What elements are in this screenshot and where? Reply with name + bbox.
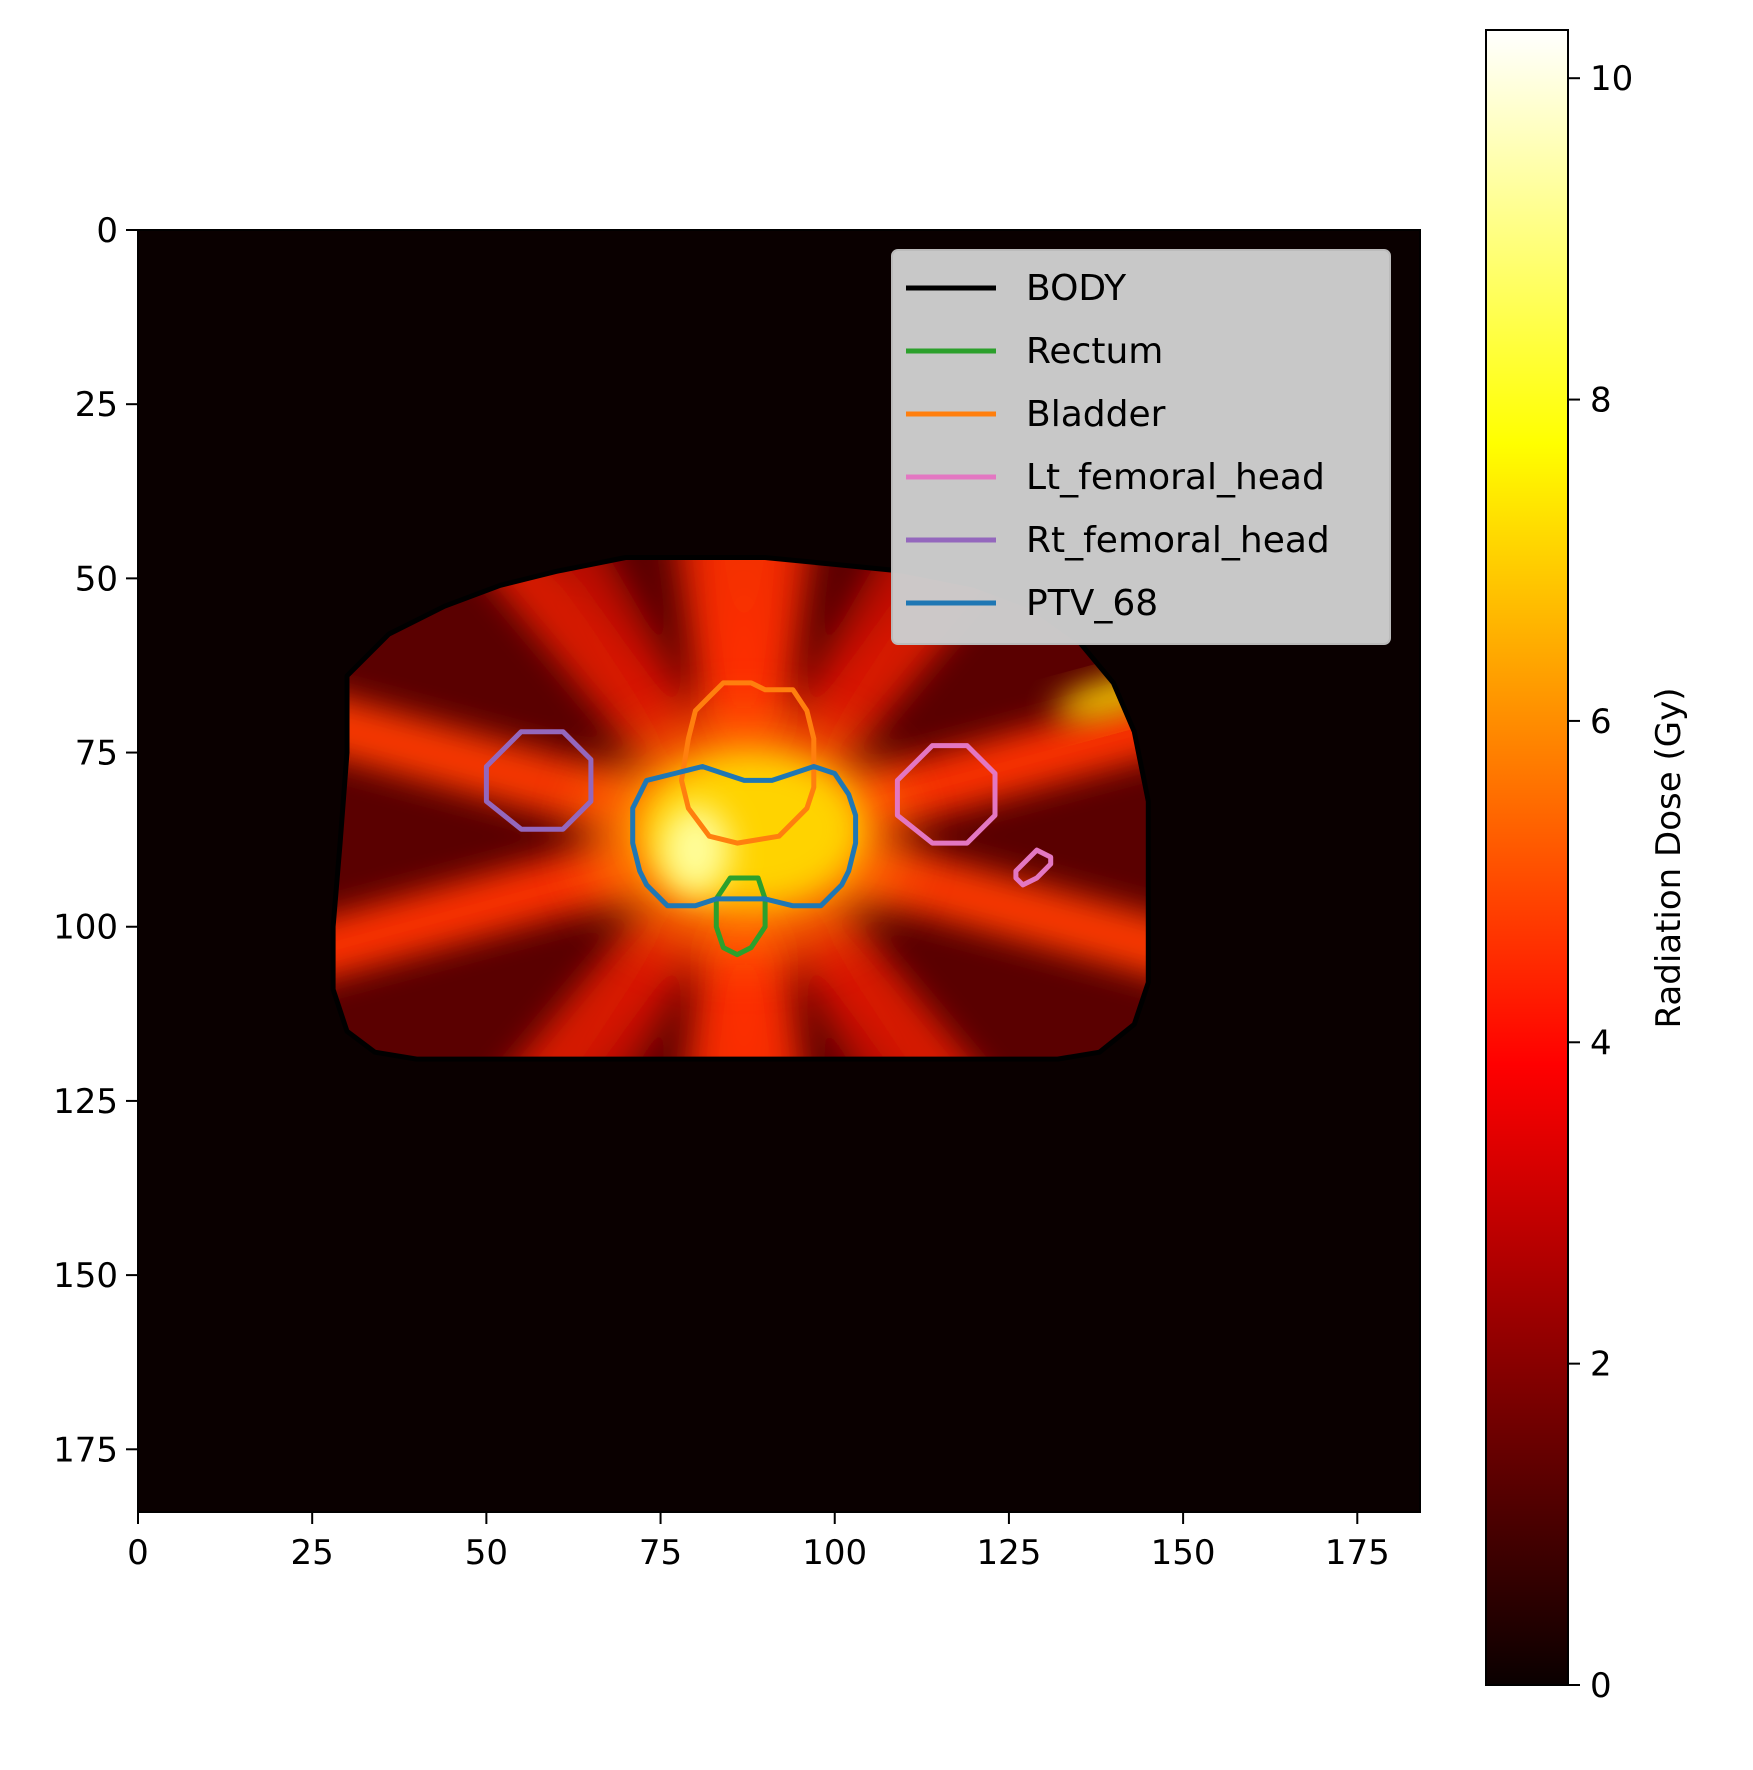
y-axis: 0 25 50 75 100 125 150 175 [53, 211, 138, 1470]
legend-entry-label: Rt_femoral_head [1026, 520, 1330, 561]
colorbar-gradient [1485, 29, 1569, 1686]
contour-body [330, 555, 1151, 1062]
y-tick-label: 50 [75, 559, 118, 599]
contour-lt-femoral-head [1013, 847, 1054, 888]
x-tick-label: 50 [465, 1533, 508, 1573]
colorbar-tick-label: 0 [1590, 1666, 1612, 1706]
colorbar-tick-label: 8 [1590, 381, 1612, 421]
contour-rt-femoral-head [483, 729, 594, 832]
y-tick-label: 125 [53, 1082, 118, 1122]
colorbar: 0 2 4 6 8 10 Radiation Dose (Gy) [1485, 29, 1689, 1706]
y-tick-label: 0 [96, 211, 118, 251]
legend-box [891, 249, 1391, 645]
x-tick-label: 150 [1151, 1533, 1216, 1573]
y-tick-label: 75 [75, 734, 118, 774]
y-tick-label: 150 [53, 1256, 118, 1296]
colorbar-ticks: 0 2 4 6 8 10 [1568, 59, 1633, 1706]
contour-lt-femoral-head [894, 743, 998, 846]
colorbar-tick-label: 2 [1590, 1345, 1612, 1385]
colorbar-label: Radiation Dose (Gy) [1649, 688, 1689, 1029]
x-tick-label: 175 [1325, 1533, 1390, 1573]
x-tick-label: 25 [291, 1533, 334, 1573]
y-tick-label: 175 [53, 1430, 118, 1470]
structure-contours [330, 555, 1151, 1062]
contour-rectum [713, 875, 768, 958]
x-axis: 0 25 50 75 100 125 150 175 [127, 1512, 1390, 1573]
legend-entry-label: Lt_femoral_head [1026, 457, 1325, 498]
legend: BODY Rectum Bladder Lt_femoral_head Rt_femor… [891, 249, 1391, 645]
x-tick-label: 75 [639, 1533, 682, 1573]
y-tick-label: 25 [75, 385, 118, 425]
dose-distribution [333, 557, 1149, 1060]
colorbar-tick-label: 4 [1590, 1023, 1612, 1063]
contour-bladder [679, 680, 817, 846]
x-tick-label: 125 [976, 1533, 1041, 1573]
legend-entry-label: Rectum [1026, 331, 1163, 372]
y-tick-label: 100 [53, 908, 118, 948]
colorbar-tick-label: 6 [1590, 702, 1612, 742]
x-tick-label: 0 [127, 1533, 149, 1573]
dose-peak [660, 805, 731, 896]
x-tick-label: 100 [802, 1533, 867, 1573]
colorbar-tick-label: 10 [1590, 59, 1633, 99]
contour-ptv-68 [630, 764, 859, 909]
legend-entry-label: BODY [1026, 268, 1127, 309]
legend-entry-label: Bladder [1026, 394, 1166, 435]
axes-frame [137, 229, 1421, 1513]
legend-entry-label: PTV_68 [1026, 583, 1158, 624]
